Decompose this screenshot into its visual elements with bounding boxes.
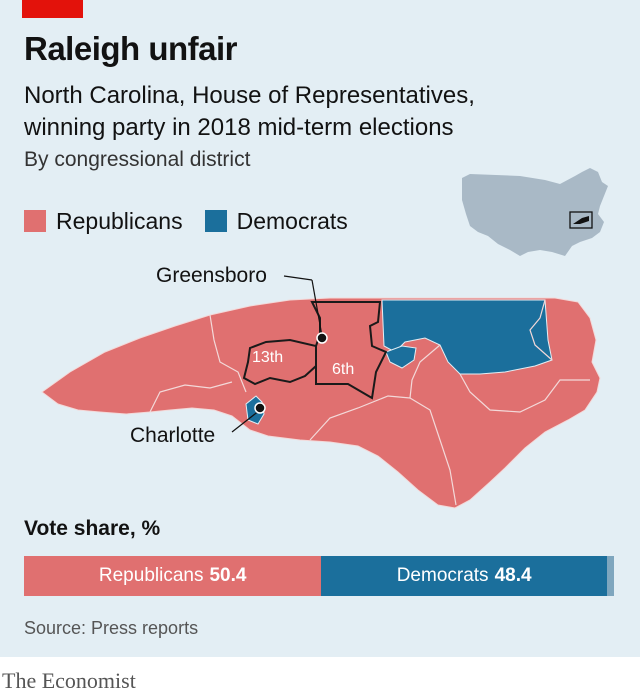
greensboro-marker (316, 332, 328, 344)
vote-share-other-segment (606, 556, 614, 596)
charlotte-leader-line (231, 409, 261, 433)
district-13-outline (242, 338, 317, 386)
chart-byline: By congressional district (24, 148, 251, 171)
legend-label-democrats: Democrats (236, 207, 348, 234)
nc-district-map: 13th 6th Greensboro Charlotte (41, 168, 608, 509)
legend: Republicans Democrats (24, 205, 370, 237)
usa-inset-nc-highlight (573, 216, 589, 224)
legend-swatch-republicans (24, 210, 46, 232)
usa-silhouette (462, 168, 608, 256)
district-6-label: 6th (332, 361, 354, 378)
greensboro-leader-line (283, 275, 313, 281)
legend-label-republicans: Republicans (56, 207, 183, 234)
greensboro-leader-line-2 (311, 279, 323, 337)
vote-share-republicans-segment: Republicans 50.4 (24, 556, 322, 596)
district-13-label: 13th (252, 349, 283, 366)
chart-subtitle: North Carolina, House of Representatives… (24, 82, 475, 141)
legend-item-democrats: Democrats (204, 207, 348, 235)
charlotte-marker (254, 402, 266, 414)
vote-share-republicans-value: 50.4 (209, 565, 247, 586)
legend-item-republicans: Republicans (24, 208, 183, 235)
vote-share-title: Vote share, % (24, 517, 161, 540)
brand-tag (22, 0, 83, 18)
greensboro-label: Greensboro (156, 264, 267, 287)
district-democrat-raleigh (385, 345, 417, 369)
source-note: Source: Press reports (24, 618, 199, 638)
charlotte-label: Charlotte (130, 424, 215, 447)
usa-inset-map (462, 168, 608, 256)
usa-inset-locator-box (569, 211, 593, 229)
vote-share-democrats-value: 48.4 (494, 565, 532, 586)
vote-share-bar: Republicans 50.4 Democrats 48.4 (24, 556, 614, 596)
chart-title: Raleigh unfair (24, 30, 238, 67)
vote-share-republicans-label: Republicans (98, 565, 204, 586)
district-boundaries (149, 299, 590, 506)
vote-share-democrats-segment: Democrats 48.4 (321, 556, 607, 596)
legend-swatch-democrats (204, 210, 227, 232)
publisher-logo: The Economist (2, 668, 136, 693)
vote-share-democrats-label: Democrats (396, 565, 489, 586)
chart-panel: Raleigh unfair North Carolina, House of … (0, 0, 640, 657)
